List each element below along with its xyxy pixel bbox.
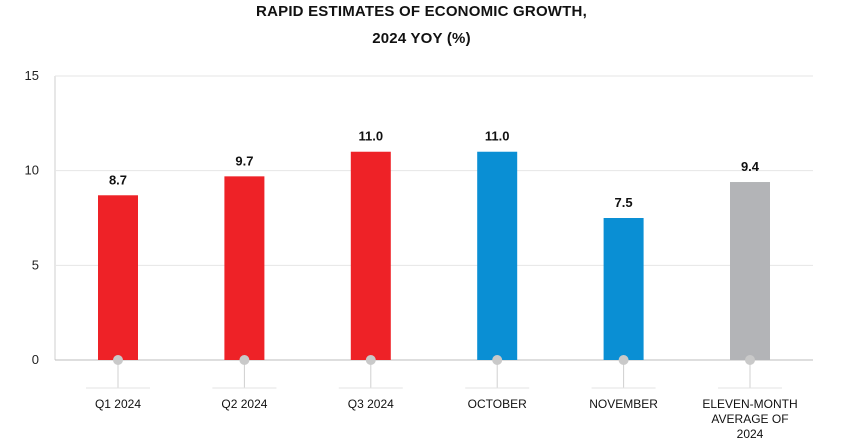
y-tick-label: 5 xyxy=(32,257,39,272)
data-label: 11.0 xyxy=(359,129,384,144)
chart-title-line-2: 2024 YOY (%) xyxy=(372,30,471,47)
x-tick-label: AVERAGE OF xyxy=(711,412,788,426)
bar xyxy=(477,151,518,360)
chart-title-line-1: RAPID ESTIMATES OF ECONOMIC GROWTH, xyxy=(256,3,587,20)
category-dot xyxy=(745,355,755,365)
category-dot xyxy=(618,355,629,365)
category-dot xyxy=(239,355,250,365)
x-tick-label: OCTOBER xyxy=(468,397,527,411)
data-label: 11.0 xyxy=(485,129,510,144)
y-tick-label: 10 xyxy=(25,163,39,178)
data-label: 9.7 xyxy=(235,153,253,168)
data-label: 8.7 xyxy=(109,172,127,187)
data-label: 9.4 xyxy=(741,159,760,174)
category-dot xyxy=(113,355,123,365)
y-tick-label: 15 xyxy=(25,68,39,83)
x-tick-label: NOVEMBER xyxy=(589,397,658,411)
bar xyxy=(224,176,265,360)
bar xyxy=(603,218,644,360)
bar xyxy=(98,195,138,360)
x-tick-label: Q1 2024 xyxy=(95,397,141,411)
x-tick-label: Q2 2024 xyxy=(221,397,267,411)
x-tick-label: 2024 xyxy=(737,427,764,441)
y-tick-label: 0 xyxy=(32,352,39,367)
x-tick-label: ELEVEN-MONTH xyxy=(702,397,797,411)
bar xyxy=(350,151,391,360)
bar xyxy=(730,182,770,360)
x-tick-label: Q3 2024 xyxy=(348,397,394,411)
category-dot xyxy=(492,355,503,365)
category-dot xyxy=(365,355,376,365)
data-label: 7.5 xyxy=(615,195,633,210)
